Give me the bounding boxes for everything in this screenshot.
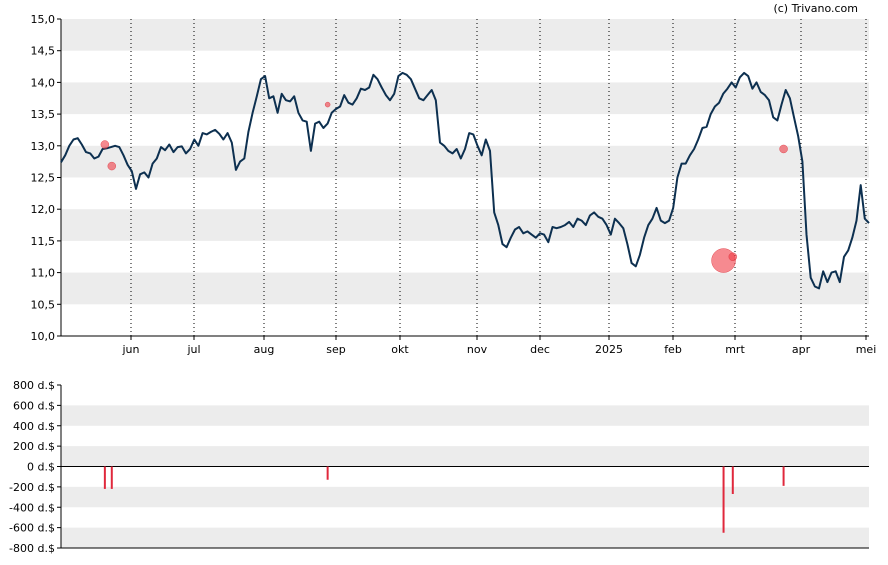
trade-marker	[107, 161, 117, 171]
grid-band	[61, 19, 869, 51]
trade-marker	[779, 144, 788, 154]
price-line	[60, 71, 870, 290]
y-tick-label: 15,0	[31, 13, 56, 26]
trade-marker	[100, 140, 110, 149]
y-tick-label: 13,5	[31, 108, 56, 121]
x-tick-label: 2025	[595, 343, 623, 356]
trade-marker	[324, 101, 331, 108]
y-tick-label: -200 d.$	[9, 481, 55, 494]
x-tick-label: okt	[391, 343, 409, 356]
x-tick-label: apr	[792, 343, 811, 356]
y-tick-label: 200 d.$	[13, 440, 55, 453]
y-tick-label: 11,0	[31, 267, 56, 280]
x-tick-label: sep	[326, 343, 345, 356]
grid-band	[61, 486, 869, 508]
x-tick-label: mei	[856, 343, 877, 356]
y-tick-label: 12,5	[31, 172, 56, 185]
x-tick-label: mrt	[725, 343, 745, 356]
grid-band	[61, 405, 869, 426]
x-tick-label: jul	[186, 343, 200, 356]
y-tick-label: 800 d.$	[13, 379, 55, 392]
price-chart: jun jul aug sep okt nov dec 2025 feb mrt apr mei 10,…	[31, 13, 877, 356]
y-tick-label: 11,5	[31, 235, 56, 248]
y-tick-label: 13,0	[31, 140, 56, 153]
y-tick-label: 0 d.$	[27, 461, 55, 474]
y-tick-label: 14,5	[31, 45, 56, 58]
y-tick-label: 10,0	[31, 330, 56, 343]
copyright-label: (c) Trivano.com	[773, 2, 858, 15]
x-tick-label: nov	[467, 343, 488, 356]
y-tick-label: 600 d.$	[13, 399, 55, 412]
grid-band	[61, 209, 869, 241]
x-tick-label: feb	[664, 343, 682, 356]
y-tick-label: -800 d.$	[9, 542, 55, 555]
y-tick-label: -600 d.$	[9, 522, 55, 535]
x-tick-label: jun	[122, 343, 140, 356]
y-tick-label: -400 d.$	[9, 501, 55, 514]
x-tick-label: aug	[254, 343, 275, 356]
grid-band	[61, 272, 869, 305]
x-tick-label: dec	[530, 343, 550, 356]
y-tick-label: 400 d.$	[13, 420, 55, 433]
volume-chart: 800 d.$ 600 d.$ 400 d.$ 200 d.$ 0 d.$ -200 d.…	[9, 379, 869, 555]
grid-band	[61, 82, 869, 115]
y-tick-label: 10,5	[31, 298, 56, 311]
y-tick-label: 14,0	[31, 76, 56, 89]
trade-marker	[728, 252, 738, 261]
grid-band	[61, 446, 869, 467]
grid-band	[61, 527, 869, 548]
y-tick-label: 12,0	[31, 203, 56, 216]
